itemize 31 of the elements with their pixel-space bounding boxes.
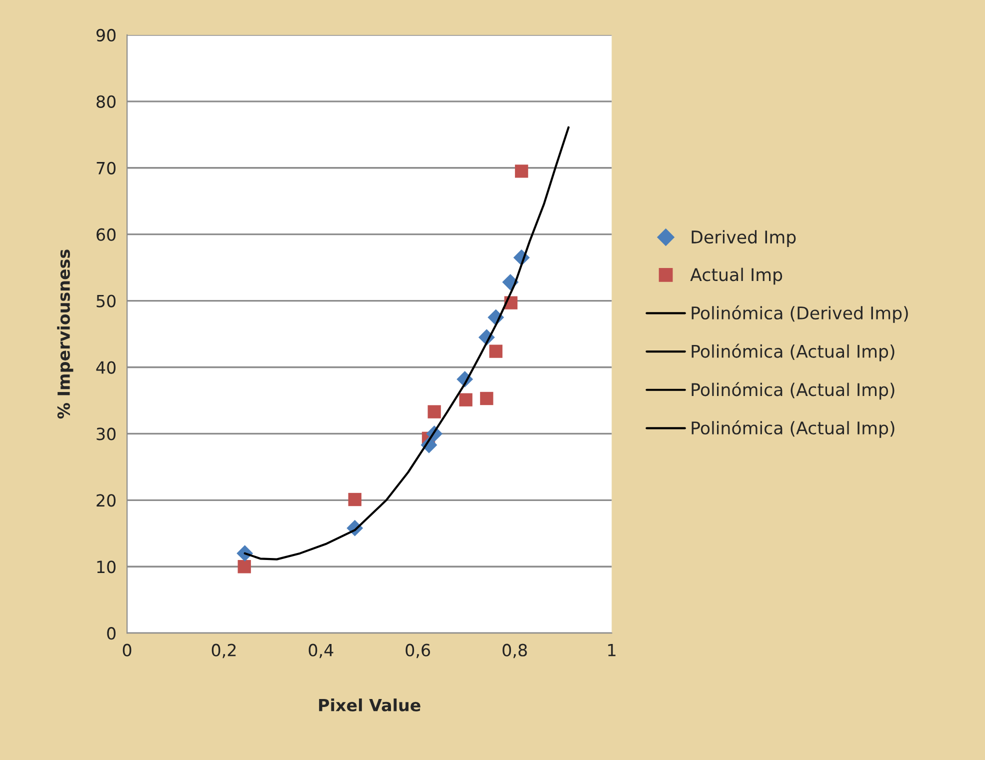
y-tick-label: 10 [97, 560, 116, 574]
x-tick-label: 0,2 [212, 644, 236, 658]
point [459, 393, 472, 406]
y-tick-label: 30 [96, 428, 116, 440]
legend-label: Polinómica (Actual Imp) [692, 344, 894, 362]
legend-label: Actual Imp [690, 268, 782, 285]
x-tick-label: 1 [608, 644, 616, 656]
y-tick-label: 40 [96, 361, 116, 374]
y-axis-title: % Imperviousness [57, 250, 74, 419]
point [514, 164, 528, 178]
y-tick-label: 60 [96, 228, 116, 241]
y-tick-label: 70 [96, 162, 116, 174]
point [238, 560, 251, 574]
y-tick-label: 90 [96, 28, 116, 42]
y-tick-label: 50 [96, 294, 116, 308]
legend-label: Derived Imp [692, 230, 796, 247]
x-tick-label: 0,6 [406, 644, 430, 658]
y-tick-label: 0 [107, 627, 116, 640]
y-tick-label: 80 [96, 95, 116, 108]
point [480, 392, 494, 406]
legend-label: Polinómica (Derived Imp) [692, 305, 908, 323]
x-tick-label: 0,4 [308, 644, 334, 658]
y-tick-label: 20 [96, 494, 116, 507]
point [428, 405, 441, 418]
x-tick-label: 0,8 [502, 644, 527, 658]
legend-label: Polinómica (Actual Imp) [692, 420, 894, 438]
x-tick-label: 0 [122, 644, 132, 656]
x-axis-title: Pixel Value [319, 698, 420, 712]
point [348, 492, 362, 506]
point [489, 344, 502, 358]
legend-label: Polinómica (Actual Imp) [692, 382, 894, 400]
